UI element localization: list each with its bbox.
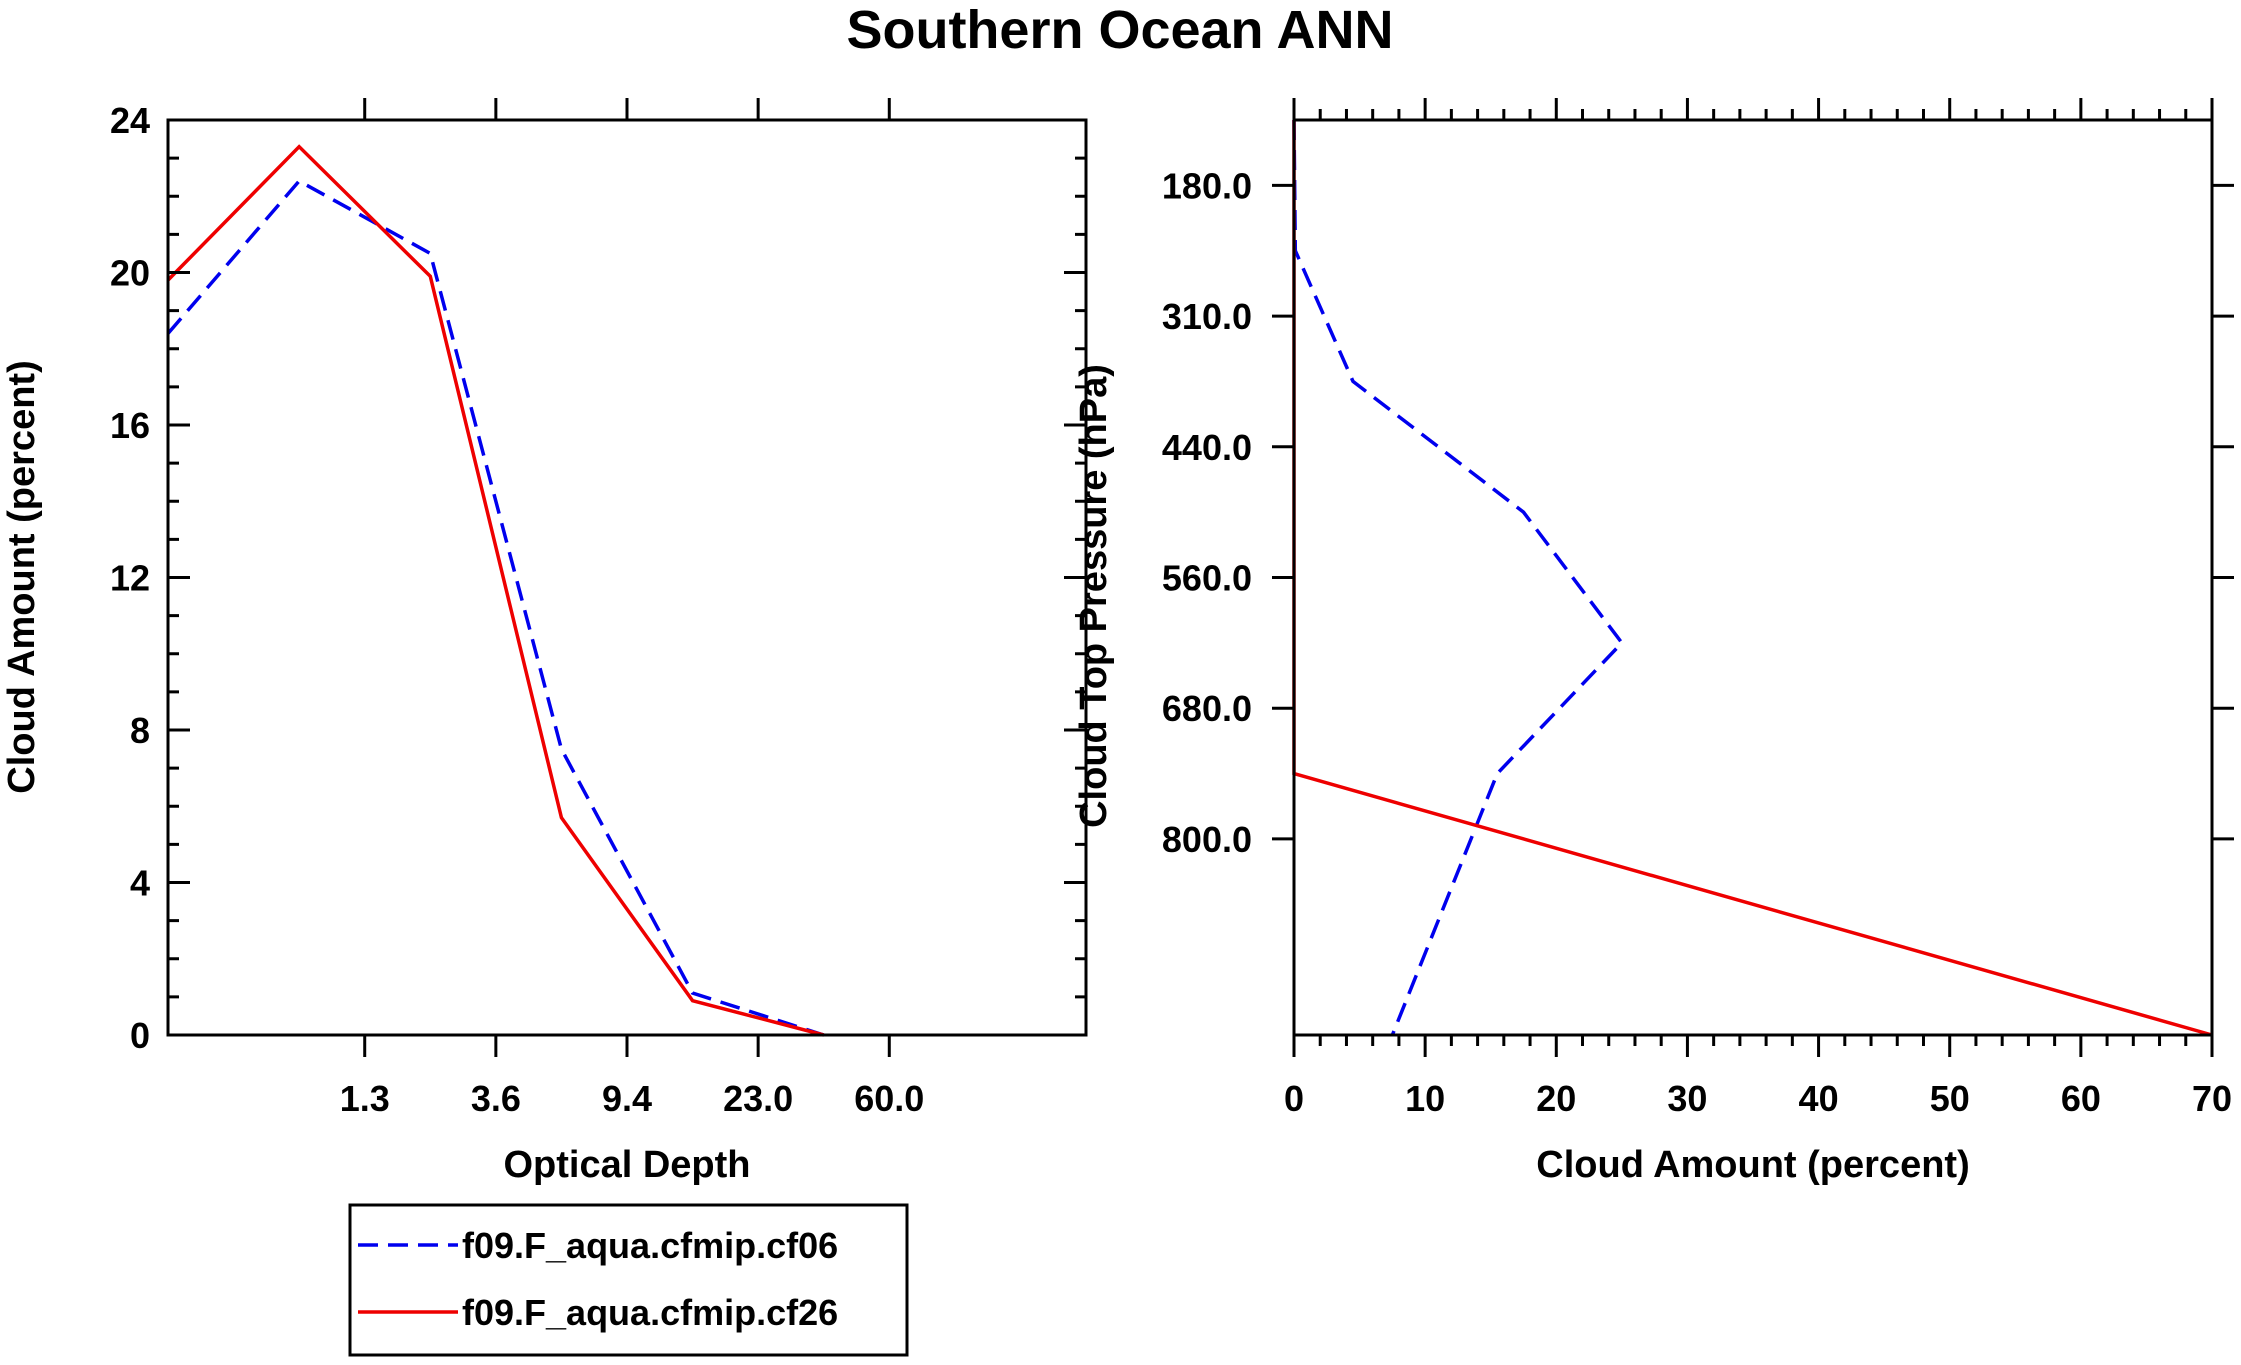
right-x-tick-label: 50 [1930,1078,1970,1119]
left-y-tick-label: 20 [110,253,150,294]
right-y-tick-label: 680.0 [1162,688,1252,729]
right-x-tick-label: 20 [1536,1078,1576,1119]
right-panel: 0 10 20 30 40 50 60 70 180.0 310.0 440.0 560.0 680.0… [1073,98,2234,1186]
left-x-tick-label: 23.0 [723,1078,793,1119]
left-x-axis-label: Optical Depth [503,1144,750,1186]
left-x-tick-label: 9.4 [602,1078,652,1119]
left-series-line-f09.F_aqua.cfmip.cf06 [166,178,825,1037]
left-y-tick-label: 0 [130,1015,150,1056]
right-x-tick-label: 60 [2061,1078,2101,1119]
right-x-tick-label: 40 [1799,1078,1839,1119]
left-x-tick-label: 1.3 [340,1078,390,1119]
legend-label-cf06: f09.F_aqua.cfmip.cf06 [462,1225,838,1266]
left-y-axis-label: Cloud Amount (percent) [1,360,43,793]
left-y-tick-label: 4 [130,863,150,904]
legend-box [348,1203,909,1357]
left-x-tick-label: 60.0 [854,1078,924,1119]
left-series-line-f09.F_aqua.cfmip.cf26 [166,144,825,1037]
right-x-tick-label: 0 [1284,1078,1304,1119]
right-series-line-f09.F_aqua.cfmip.cf06 [1292,119,1625,1036]
left-panel: 0 4 8 12 16 20 24 1.3 3.6 9.4 23.0 60.0 Optical Dep… [1,98,1088,1186]
right-y-tick-label: 800.0 [1162,819,1252,860]
chart-title: Southern Ocean ANN [846,0,1393,60]
right-x-axis-label: Cloud Amount (percent) [1536,1144,1969,1186]
right-y-tick-label: 560.0 [1162,558,1252,599]
left-plot-frame [166,118,1088,1037]
left-y-tick-label: 24 [110,100,150,141]
right-y-tick-label: 440.0 [1162,427,1252,468]
right-x-tick-label: 10 [1405,1078,1445,1119]
right-series-line-f09.F_aqua.cfmip.cf26 [1292,120,2213,1037]
right-y-axis-label: Cloud Top Pressure (hPa) [1073,364,1115,828]
left-y-tick-label: 12 [110,558,150,599]
right-x-tick-label: 70 [2192,1078,2232,1119]
right-plot-frame [1292,118,2214,1037]
right-y-tick-label: 310.0 [1162,296,1252,337]
legend: f09.F_aqua.cfmip.cf06 f09.F_aqua.cfmip.c… [348,1203,909,1357]
right-x-tick-label: 30 [1667,1078,1707,1119]
left-y-tick-label: 8 [130,710,150,751]
legend-label-cf26: f09.F_aqua.cfmip.cf26 [462,1292,838,1333]
left-x-tick-label: 3.6 [471,1078,521,1119]
right-y-tick-label: 180.0 [1162,165,1252,206]
left-y-tick-label: 16 [110,405,150,446]
